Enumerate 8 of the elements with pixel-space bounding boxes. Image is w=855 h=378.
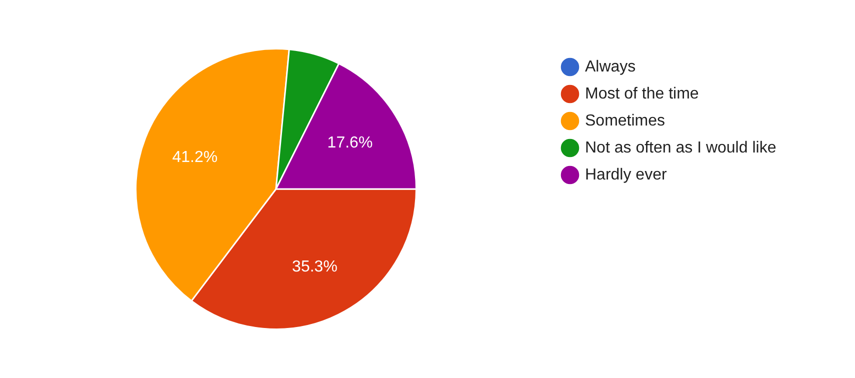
legend-label: Always (585, 58, 636, 76)
legend-label: Not as often as I would like (585, 139, 776, 156)
legend-label: Most of the time (585, 85, 699, 102)
data-label: 35.3% (292, 258, 338, 276)
legend-label: Hardly ever (585, 166, 668, 184)
legend-label: Sometimes (585, 112, 666, 130)
data-label: 41.2% (172, 148, 218, 166)
data-label: 17.6% (327, 134, 373, 152)
